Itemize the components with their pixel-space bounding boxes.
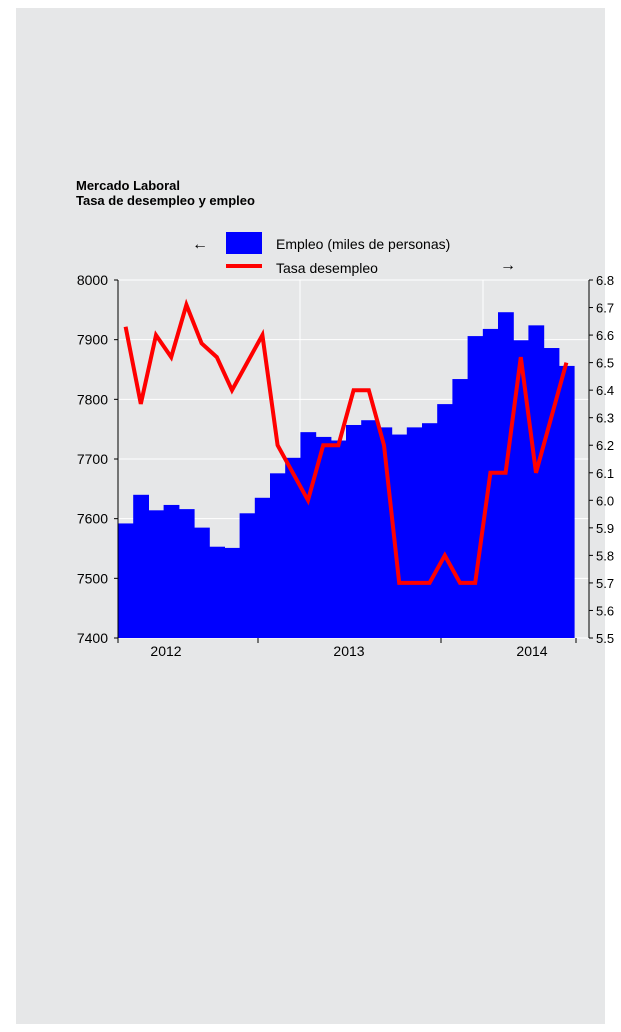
- bar: [422, 423, 438, 638]
- right-tick-label: 6.5: [596, 356, 614, 371]
- bar: [270, 473, 286, 638]
- right-tick-label: 6.3: [596, 411, 614, 426]
- legend-swatch-empleo: [226, 232, 262, 254]
- x-tick-label: 2012: [150, 643, 181, 659]
- right-tick-label: 6.4: [596, 383, 614, 398]
- left-tick-label: 7700: [77, 451, 108, 467]
- chart-subtitle: Tasa de desempleo y empleo: [76, 193, 255, 208]
- bar: [346, 424, 362, 638]
- x-tick-label: 2014: [516, 643, 547, 659]
- right-tick-label: 6.7: [596, 301, 614, 316]
- right-tick-label: 6.8: [596, 273, 614, 288]
- left-tick-label: 7900: [77, 332, 108, 348]
- bar: [391, 434, 408, 638]
- right-tick-label: 5.7: [596, 576, 614, 591]
- bar: [285, 457, 301, 638]
- left-tick-label: 7800: [77, 391, 108, 407]
- chart-title: Mercado Laboral: [76, 178, 181, 193]
- bar: [543, 348, 560, 638]
- right-tick-label: 5.9: [596, 521, 614, 536]
- legend-label-tasa-desempleo: Tasa desempleo: [276, 260, 378, 276]
- bar: [194, 527, 210, 638]
- bar: [254, 497, 271, 638]
- bar: [452, 379, 469, 638]
- right-tick-label: 5.6: [596, 603, 614, 618]
- left-tick-label: 8000: [77, 272, 108, 288]
- left-tick-label: 7600: [77, 511, 108, 527]
- bar: [118, 523, 134, 638]
- bar: [315, 436, 332, 638]
- legend-label-empleo: Empleo (miles de personas): [276, 236, 450, 252]
- bar: [558, 365, 575, 638]
- right-tick-label: 6.0: [596, 493, 614, 508]
- bar: [406, 427, 423, 638]
- bar: [361, 420, 377, 638]
- left-tick-label: 7400: [77, 630, 108, 646]
- right-tick-label: 5.5: [596, 631, 614, 646]
- chart-titles: Mercado Laboral Tasa de desempleo y empl…: [76, 178, 255, 208]
- bar: [330, 440, 347, 638]
- x-tick-label: 2013: [333, 643, 364, 659]
- bar: [528, 325, 545, 638]
- bar: [133, 494, 149, 638]
- right-tick-label: 6.2: [596, 438, 614, 453]
- right-tick-label: 6.6: [596, 328, 614, 343]
- bar: [148, 510, 165, 638]
- bar: [437, 404, 453, 638]
- legend-left-arrow: ←: [192, 236, 208, 253]
- bar: [209, 546, 225, 638]
- series-line-tasa-desempleo: [123, 298, 569, 585]
- right-tick-label: 6.1: [596, 466, 614, 481]
- bar: [178, 509, 195, 638]
- bar: [513, 340, 529, 638]
- bar: [467, 336, 484, 638]
- right-tick-label: 5.8: [596, 548, 614, 563]
- bar: [224, 547, 241, 638]
- legend-right-arrow: →: [500, 257, 516, 274]
- left-tick-label: 7500: [77, 570, 108, 586]
- bar: [300, 432, 317, 638]
- bar: [239, 513, 256, 638]
- bar: [498, 312, 514, 638]
- bar: [163, 504, 180, 638]
